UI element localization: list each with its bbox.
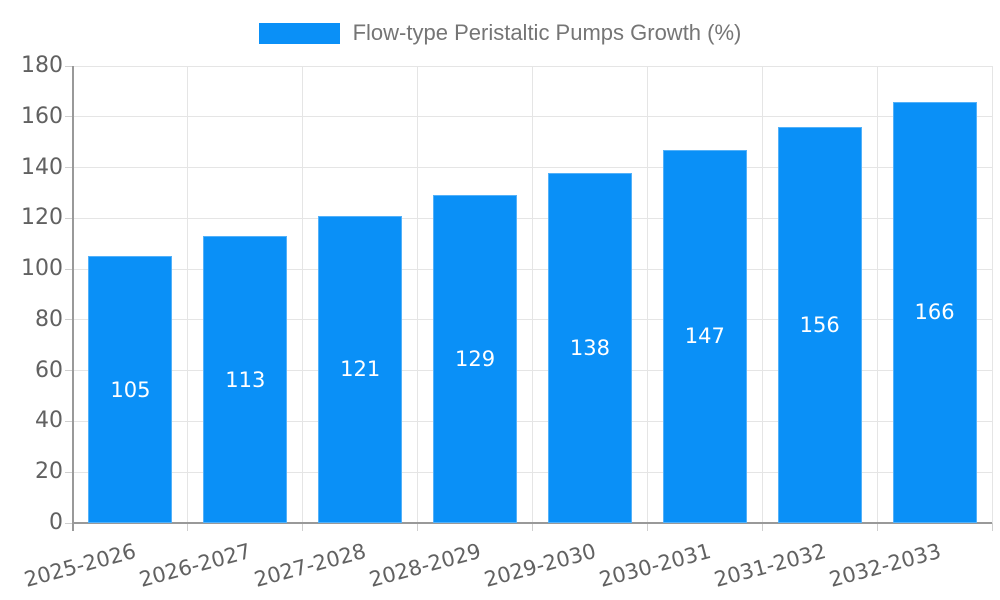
bar-2028-2029[interactable] [433,195,518,523]
x-axis-tick [876,523,878,531]
y-axis-tick [65,471,73,473]
v-gridline [761,66,763,523]
y-axis-tick [65,268,73,270]
v-gridline [417,66,419,523]
y-tick-label: 80 [35,306,63,332]
x-axis-tick [532,523,533,531]
y-axis-tick [65,65,73,67]
x-axis-line [73,522,992,524]
v-gridline [991,66,993,523]
x-axis-tick [417,523,419,531]
v-gridline [532,66,533,523]
x-axis-tick [187,523,189,531]
x-axis-tick [302,523,304,531]
v-gridline [876,66,878,523]
y-axis-tick [65,116,73,118]
y-tick-label: 180 [21,53,63,78]
y-axis-line [72,66,74,531]
x-axis-tick [646,523,648,531]
bar-2030-2031[interactable] [662,149,747,523]
y-tick-label: 20 [35,459,63,485]
y-axis-tick [65,319,73,321]
legend-item[interactable]: Flow-type Peristaltic Pumps Growth (%) [0,20,1000,46]
y-tick-label: 160 [21,103,63,129]
bar-2032-2033[interactable] [892,101,977,523]
x-axis-tick [991,523,993,531]
v-gridline [646,66,648,523]
legend-swatch [258,22,340,44]
v-gridline [187,66,189,523]
y-tick-label: 120 [21,205,63,231]
y-axis-tick [65,217,73,219]
y-tick-label: 40 [35,408,63,434]
v-gridline [302,66,304,523]
bar-2031-2032[interactable] [777,126,862,523]
y-axis-tick [65,167,73,169]
y-axis-tick [65,420,73,422]
y-axis-tick [65,522,73,524]
y-tick-label: 100 [21,256,63,282]
bar-2025-2026[interactable] [88,256,173,523]
x-axis-tick [761,523,763,531]
bar-2027-2028[interactable] [318,215,403,523]
legend-label: Flow-type Peristaltic Pumps Growth (%) [352,20,742,45]
y-tick-label: 60 [35,357,63,383]
y-tick-label: 0 [49,510,63,535]
y-axis-tick [65,370,73,372]
bar-2026-2027[interactable] [203,236,288,523]
bar-2029-2030[interactable] [547,172,632,523]
y-tick-label: 140 [21,154,63,180]
